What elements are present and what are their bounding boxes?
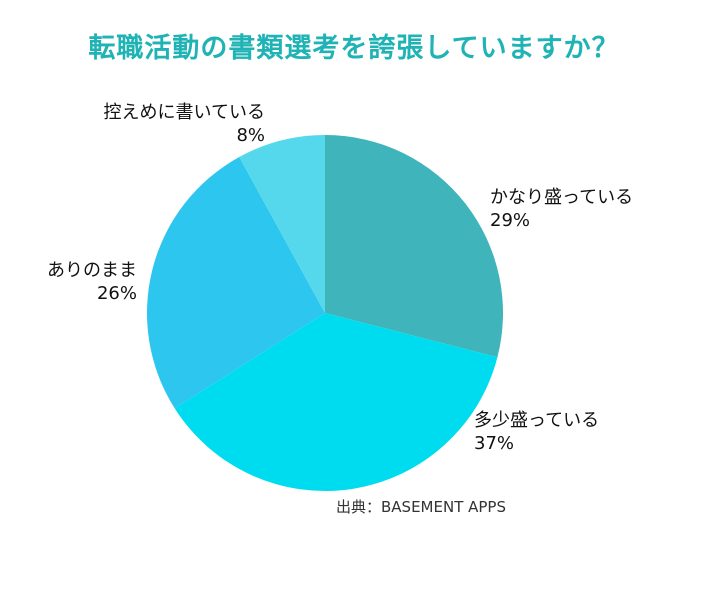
slice-value-label-2: 37% [474,433,514,454]
slice-value-label-4: 8% [236,125,265,146]
slice-label-3: ありのまま [47,260,137,281]
chart-title: 転職活動の書類選考を誇張していますか？ [88,33,620,64]
pie-slice-2 [174,313,498,492]
slice-label-4: 控えめに書いている [104,102,265,123]
slice-label-1: かなり盛っている [490,187,633,208]
slice-value-label-1: 29% [490,210,530,231]
pie-slice-3 [147,157,325,409]
source-note: 出典：BASEMENT APPS [336,498,506,516]
pie-slices [147,135,504,492]
pie-slice-4 [239,135,325,313]
pie-slice-1 [325,135,504,358]
slice-value-label-3: 26% [97,283,137,304]
slice-label-2: 多少盛っている [474,410,599,431]
